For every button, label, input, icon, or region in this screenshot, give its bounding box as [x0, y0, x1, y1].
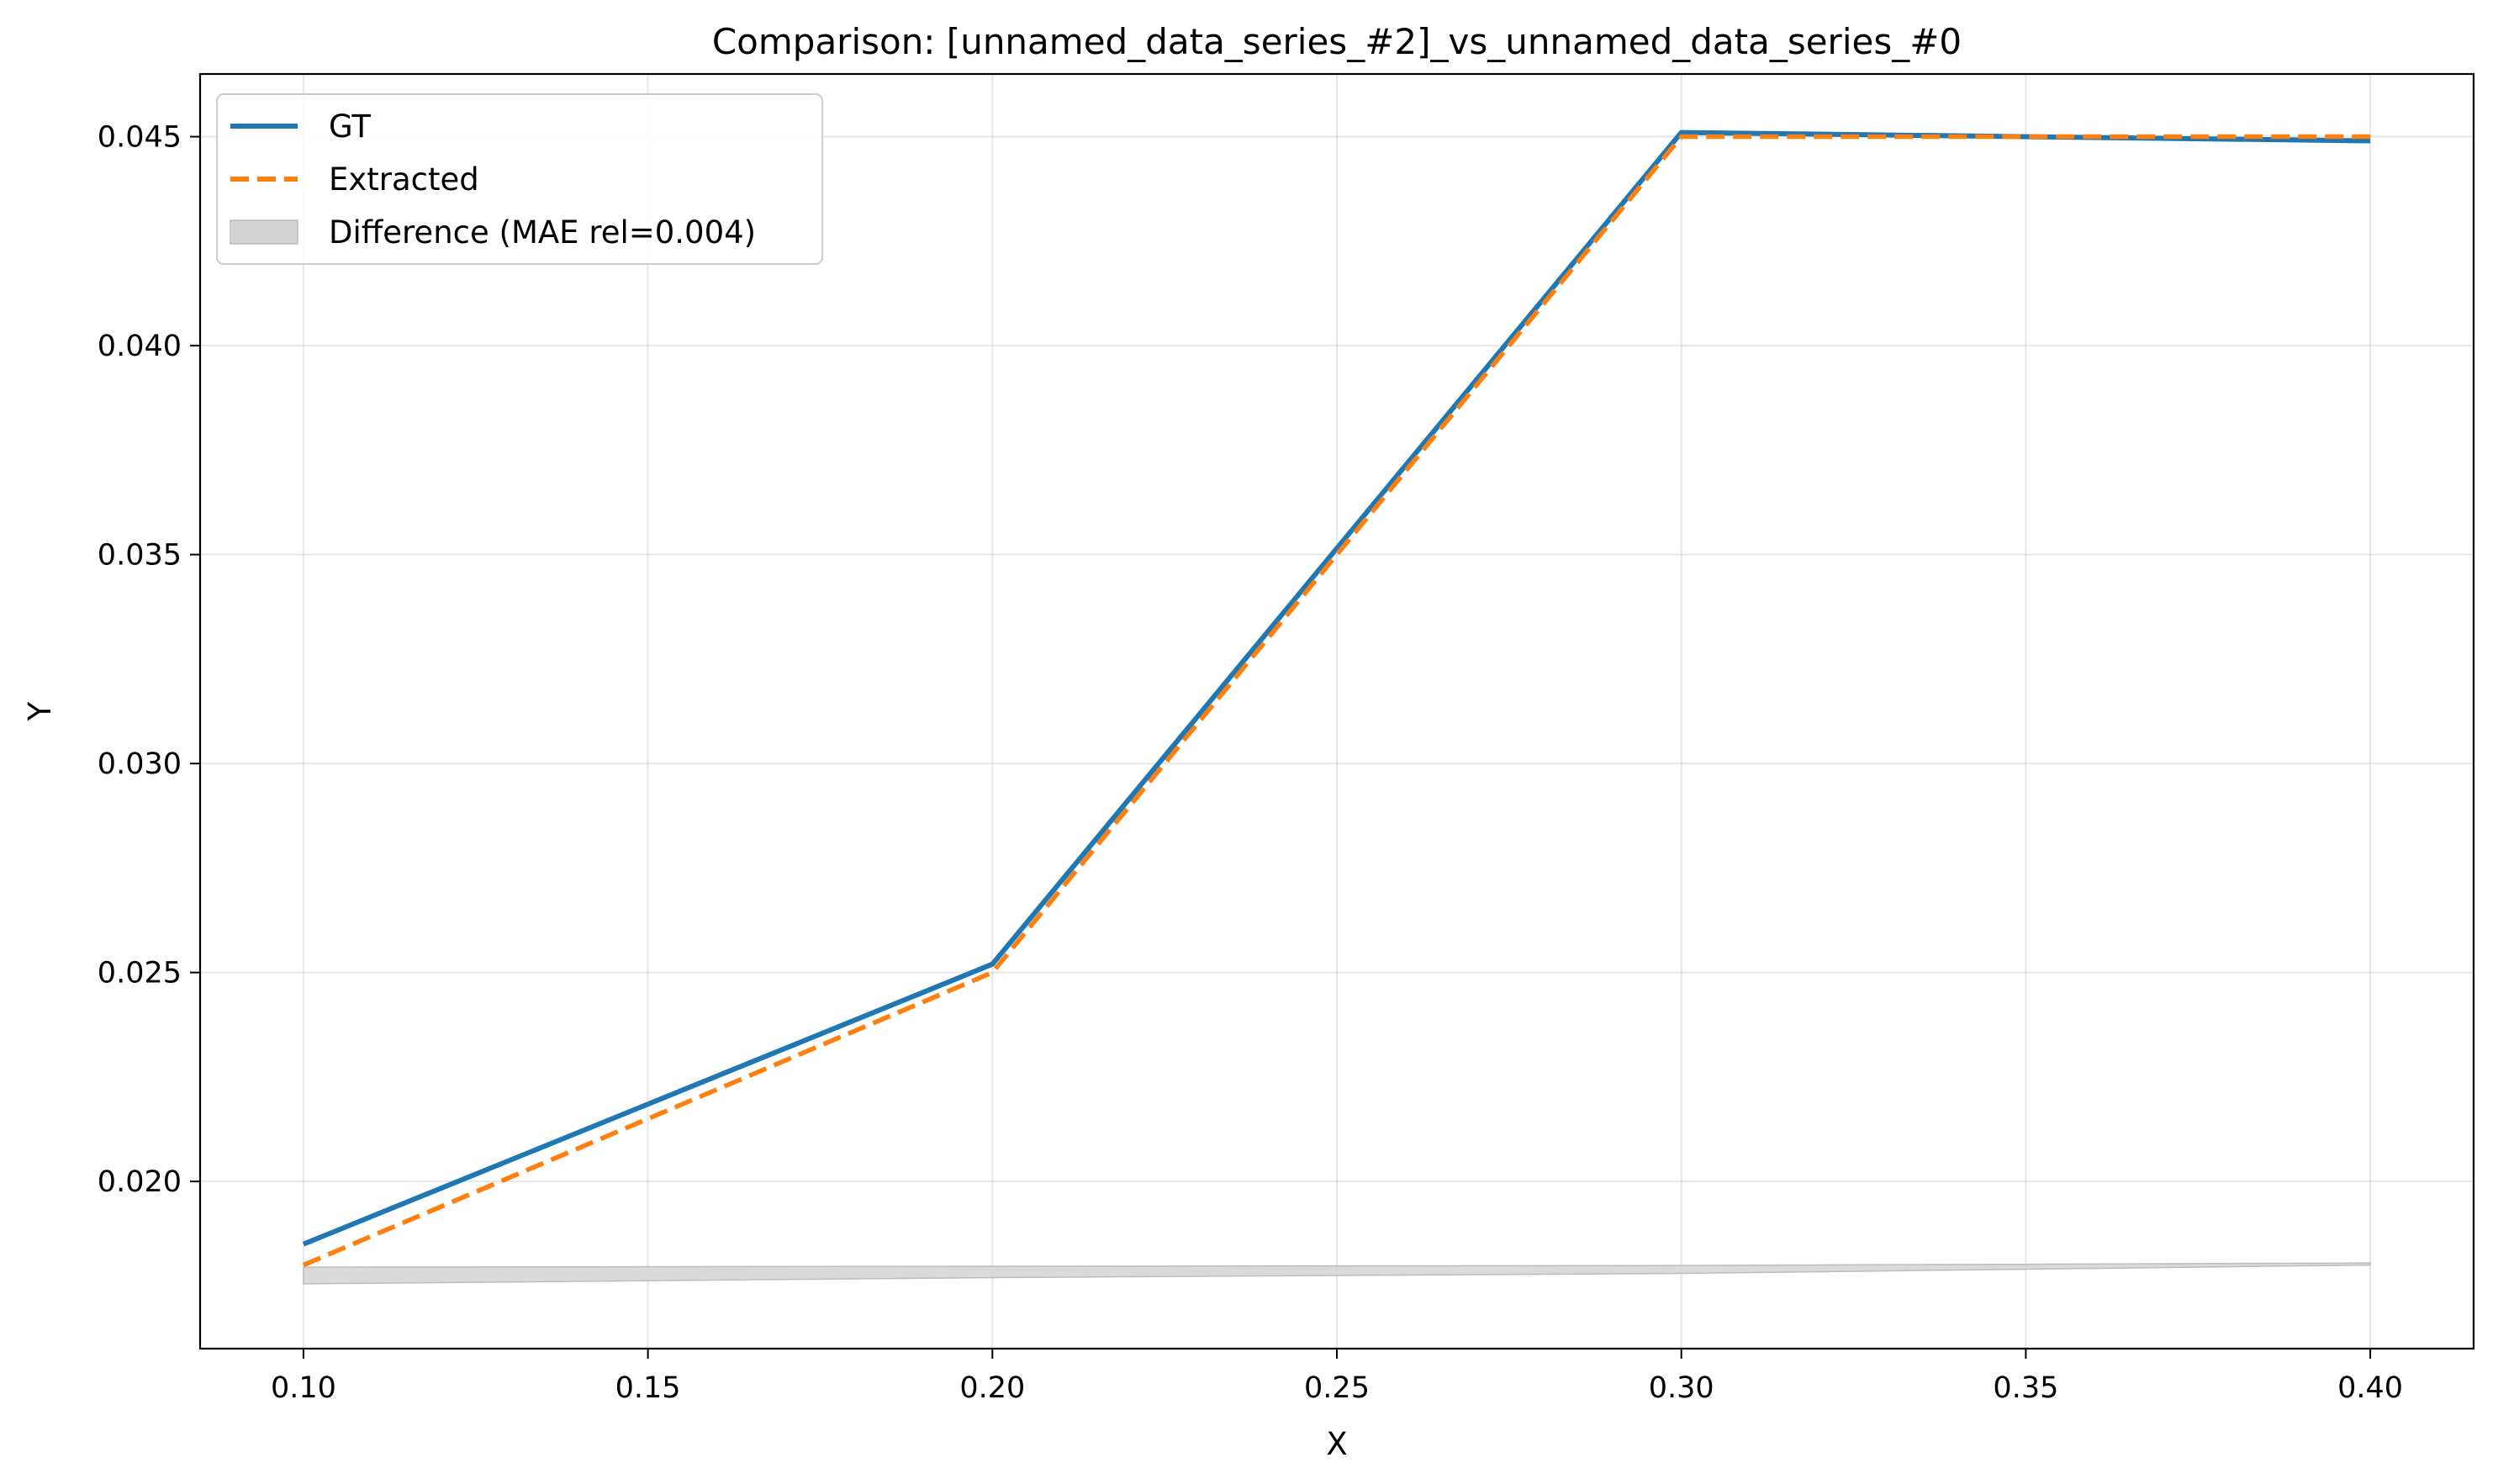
x-tick-label: 0.40 [2337, 1371, 2403, 1405]
x-tick-label: 0.20 [959, 1371, 1025, 1405]
x-axis-label: X [1326, 1426, 1347, 1462]
x-tick-label: 0.25 [1304, 1371, 1370, 1405]
legend-item-extracted-label: Extracted [329, 161, 479, 198]
y-tick-label: 0.040 [98, 330, 182, 363]
y-tick-label: 0.020 [98, 1165, 182, 1199]
grid [200, 74, 2474, 1349]
difference-band [303, 1262, 2371, 1285]
x-axis: 0.10 0.15 0.20 0.25 0.30 0.35 0.40 [271, 1349, 2403, 1405]
legend-item-gt-label: GT [329, 108, 371, 145]
y-tick-label: 0.035 [98, 539, 182, 573]
y-axis-label: Y [22, 701, 58, 721]
x-tick-label: 0.35 [1993, 1371, 2058, 1405]
y-tick-label: 0.025 [98, 957, 182, 990]
legend-item-difference-label: Difference (MAE rel=0.004) [329, 214, 756, 251]
y-tick-label: 0.030 [98, 747, 182, 781]
x-tick-label: 0.10 [271, 1371, 336, 1405]
y-axis: 0.020 0.025 0.030 0.035 0.040 0.045 [98, 121, 200, 1199]
legend: GT Extracted Difference (MAE rel=0.004) [216, 93, 823, 265]
x-tick-label: 0.15 [615, 1371, 681, 1405]
x-tick-label: 0.30 [1649, 1371, 1714, 1405]
series-line-gt [302, 129, 2371, 1247]
legend-box [216, 93, 823, 265]
y-tick-label: 0.045 [98, 121, 182, 155]
legend-item-difference-swatch [230, 219, 298, 245]
chart-title: Comparison: [unnamed_data_series_#2]_vs_… [712, 21, 1962, 62]
plot-area [302, 129, 2371, 1285]
